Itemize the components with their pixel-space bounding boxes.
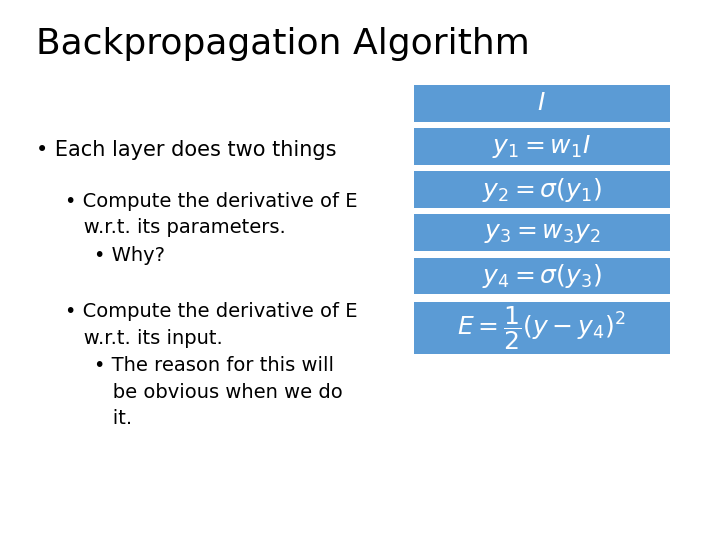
Text: $y_2 = \sigma(y_1)$: $y_2 = \sigma(y_1)$ (482, 176, 602, 204)
FancyBboxPatch shape (414, 302, 670, 354)
FancyBboxPatch shape (414, 128, 670, 165)
Text: $y_4 = \sigma(y_3)$: $y_4 = \sigma(y_3)$ (482, 262, 602, 290)
Text: • Why?: • Why? (94, 246, 165, 265)
FancyBboxPatch shape (414, 258, 670, 294)
Text: Backpropagation Algorithm: Backpropagation Algorithm (36, 27, 530, 61)
Text: • The reason for this will
   be obvious when we do
   it.: • The reason for this will be obvious wh… (94, 356, 342, 428)
Text: $y_3 = w_3 y_2$: $y_3 = w_3 y_2$ (484, 221, 600, 245)
Text: $I$: $I$ (537, 91, 546, 115)
FancyBboxPatch shape (414, 214, 670, 251)
Text: • Compute the derivative of E
   w.r.t. its input.: • Compute the derivative of E w.r.t. its… (65, 302, 357, 348)
Text: $y_1 = w_1 I$: $y_1 = w_1 I$ (492, 133, 591, 160)
FancyBboxPatch shape (414, 85, 670, 122)
FancyBboxPatch shape (414, 171, 670, 208)
Text: • Each layer does two things: • Each layer does two things (36, 140, 336, 160)
Text: • Compute the derivative of E
   w.r.t. its parameters.: • Compute the derivative of E w.r.t. its… (65, 192, 357, 237)
Text: $E = \dfrac{1}{2}(y - y_4)^2$: $E = \dfrac{1}{2}(y - y_4)^2$ (457, 304, 626, 352)
